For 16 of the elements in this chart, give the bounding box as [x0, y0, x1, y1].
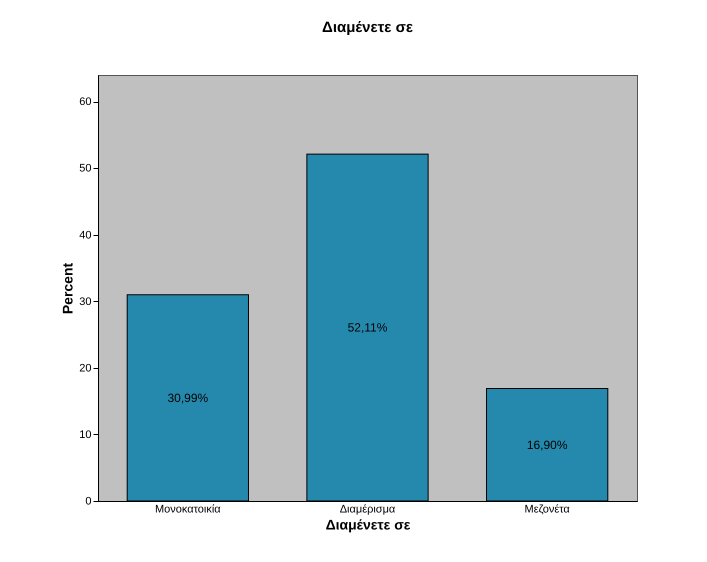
x-tick-label: Διαμέρισμα	[340, 504, 396, 516]
y-tick-label: 50	[79, 162, 92, 175]
data-label: 52,11%	[348, 320, 388, 335]
x-tick-label: Μονοκατοικία	[154, 504, 222, 516]
y-tick-label: 60	[79, 96, 92, 108]
y-tick-label: 0	[85, 496, 92, 508]
y-tick-label: 30	[79, 296, 92, 308]
data-label: 30,99%	[167, 390, 209, 405]
y-tick-label: 20	[79, 362, 92, 374]
y-axis-title: Percent	[59, 262, 76, 314]
data-label: 16,90%	[526, 438, 568, 452]
y-tick-label: 40	[79, 229, 92, 242]
chart-title: Διαμένετε σε	[322, 19, 413, 36]
x-tick-label: Μεζονέτα	[524, 504, 570, 516]
y-tick-label: 10	[79, 428, 92, 441]
x-axis-title: Διαμένετε σε	[326, 516, 411, 532]
